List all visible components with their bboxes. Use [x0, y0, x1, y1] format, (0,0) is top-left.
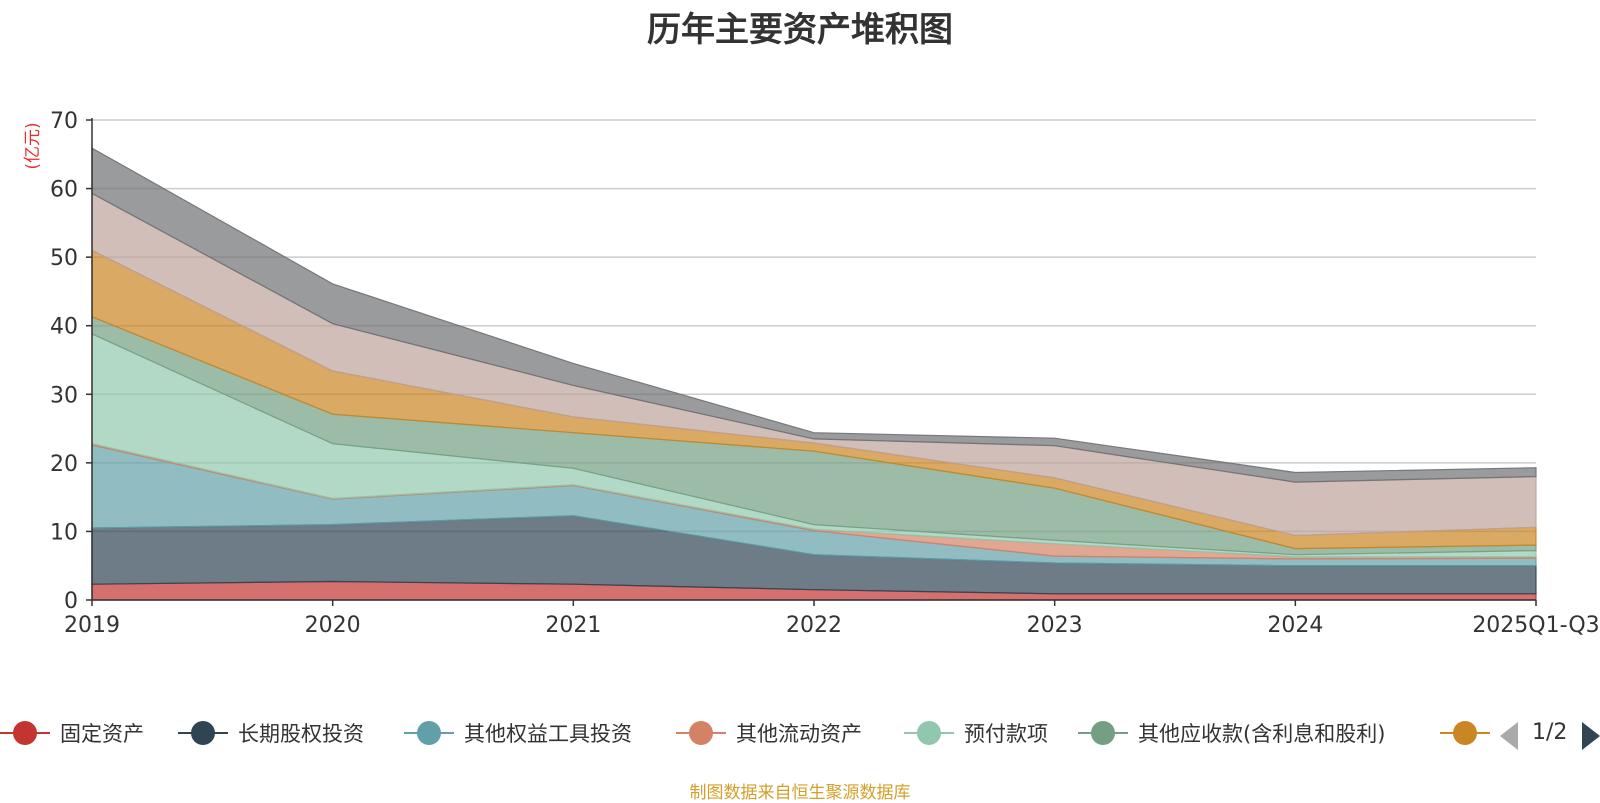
legend-page-indicator: 1/2: [1532, 720, 1568, 745]
legend-dot-icon: [1091, 721, 1115, 745]
area-series-9: [91, 147, 1537, 483]
y-tick-label: 20: [50, 452, 78, 477]
legend-dot-icon: [689, 721, 713, 745]
x-tick-label: 2019: [64, 613, 120, 638]
legend-dot-icon: [13, 721, 37, 745]
y-tick-label: 50: [50, 246, 78, 271]
legend-prev-page-icon[interactable]: [1500, 722, 1518, 750]
legend-label: 固定资产: [60, 722, 144, 746]
y-tick-label: 30: [50, 383, 78, 408]
x-tick-label: 2024: [1267, 613, 1323, 638]
x-tick-label: 2021: [545, 613, 601, 638]
legend-label: 其他权益工具投资: [464, 722, 632, 746]
y-tick-label: 40: [50, 315, 78, 340]
stacked-area-chart: 0 10 20 30 40 50 60 70 (亿元) 2019 2020 2021 2022 2023 2…: [23, 109, 1600, 638]
legend-label: 其他流动资产: [736, 722, 862, 746]
y-tick-label: 60: [50, 178, 78, 203]
area-series: [91, 147, 1537, 601]
legend-next-page-icon[interactable]: [1582, 722, 1600, 750]
legend-label: 长期股权投资: [238, 722, 364, 746]
legend-dot-icon: [1453, 721, 1477, 745]
legend: 固定资产 长期股权投资 其他权益工具投资 其他流动资产 预付款项 其他应收款(含利息和股利…: [0, 712, 1600, 752]
source-note: 制图数据来自恒生聚源数据库: [689, 783, 911, 803]
x-tick-label: 2023: [1027, 613, 1083, 638]
x-tick-label: 2020: [305, 613, 361, 638]
tick-labels: 0 10 20 30 40 50 60 70 (亿元) 2019 2020 2021 2022 2023 2…: [23, 109, 1600, 638]
legend-label: 其他应收款(含利息和股利): [1138, 722, 1386, 746]
x-tick-label: 2025Q1-Q3: [1472, 613, 1599, 638]
y-tick-label: 0: [64, 589, 78, 614]
axes: [86, 118, 1537, 606]
x-tick-label: 2022: [786, 613, 842, 638]
legend-label: 预付款项: [964, 722, 1048, 746]
chart-title: 历年主要资产堆积图: [647, 10, 953, 50]
y-tick-label: 10: [50, 520, 78, 545]
y-axis-label: (亿元): [23, 122, 43, 169]
legend-dot-icon: [917, 721, 941, 745]
legend-dot-icon: [417, 721, 441, 745]
y-tick-label: 70: [50, 109, 78, 134]
legend-dot-icon: [191, 721, 215, 745]
